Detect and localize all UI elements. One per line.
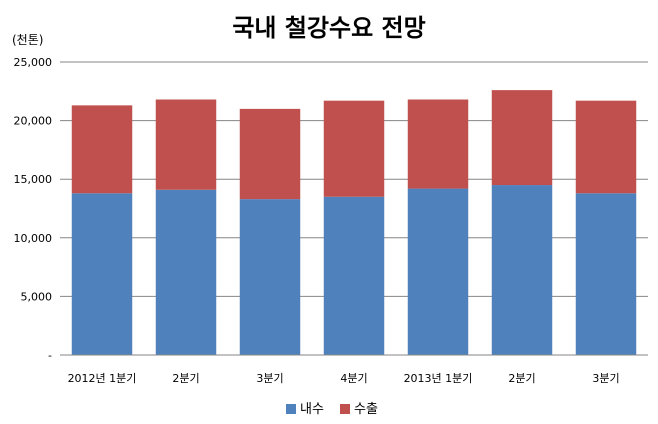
bar-export xyxy=(155,99,217,190)
bar-export xyxy=(575,100,637,194)
y-tick-label: 5,000 xyxy=(21,290,53,303)
legend-swatch xyxy=(340,404,350,414)
bar-export xyxy=(71,105,133,194)
bar-export xyxy=(407,99,469,189)
y-tick-label: 20,000 xyxy=(14,115,53,128)
bar-domestic xyxy=(239,199,301,355)
unit-label: (천톤) xyxy=(12,32,43,47)
legend-label: 수출 xyxy=(354,402,378,417)
bar-domestic xyxy=(155,189,217,355)
bar-domestic xyxy=(407,188,469,355)
x-tick-labels: 2012년 1분기 2분기 3분기 4분기 2013년 1분기 2분기 3분기 xyxy=(68,372,620,385)
y-tick-label: 25,000 xyxy=(14,56,53,69)
x-tick-label: 2분기 xyxy=(508,372,535,385)
bar-domestic xyxy=(71,193,133,355)
bar-export xyxy=(491,90,553,186)
legend: 내수 수출 xyxy=(286,402,378,417)
chart-title: 국내 철강수요 전망 xyxy=(232,14,425,42)
bar-export xyxy=(239,108,301,200)
x-tick-label: 2013년 1분기 xyxy=(404,372,473,385)
x-tick-label: 2012년 1분기 xyxy=(68,372,137,385)
bar-domestic xyxy=(491,185,553,355)
bar-domestic xyxy=(575,193,637,355)
x-tick-label: 3분기 xyxy=(592,372,619,385)
bar-export xyxy=(323,100,385,197)
x-tick-label: 4분기 xyxy=(340,372,367,385)
legend-swatch xyxy=(286,404,296,414)
bar-layer xyxy=(71,90,637,355)
y-tick-label: 15,000 xyxy=(14,173,53,186)
bar-domestic xyxy=(323,196,385,355)
y-tick-label: - xyxy=(48,349,52,362)
x-tick-label: 2분기 xyxy=(172,372,199,385)
x-tick-label: 3분기 xyxy=(256,372,283,385)
legend-label: 내수 xyxy=(300,402,324,417)
y-tick-label: 10,000 xyxy=(14,232,53,245)
y-tick-labels: - 5,000 10,000 15,000 20,000 25,000 xyxy=(14,56,53,362)
